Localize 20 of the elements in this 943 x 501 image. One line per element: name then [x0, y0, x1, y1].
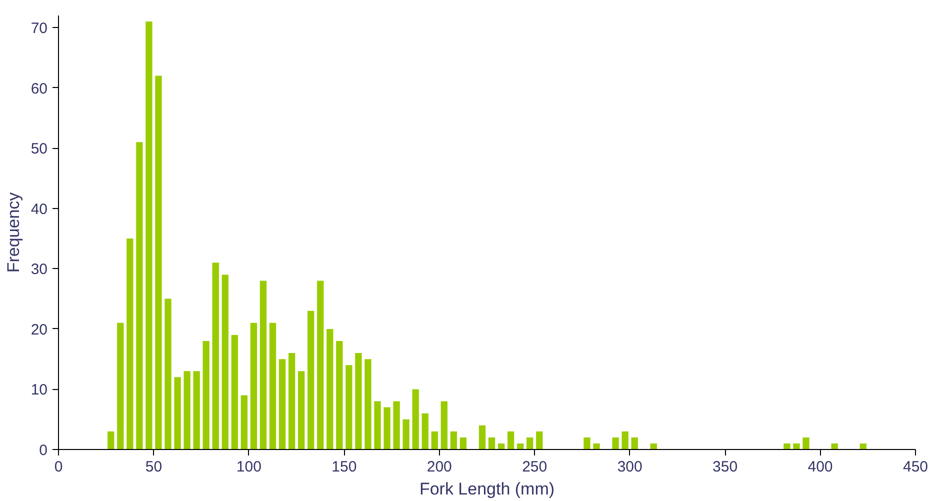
y-tick-label: 70 — [30, 20, 48, 38]
x-tick-label: 300 — [617, 458, 642, 476]
x-tick-label: 250 — [522, 458, 548, 476]
y-tick-label: 0 — [39, 442, 48, 459]
y-tick-label: 40 — [30, 200, 48, 218]
x-tick-label: 150 — [332, 458, 357, 476]
x-tick-label: 50 — [145, 458, 162, 476]
x-tick-label: 450 — [902, 458, 928, 476]
x-tick-label: 350 — [712, 458, 738, 476]
x-axis-title: Fork Length (mm) — [419, 480, 555, 498]
y-axis-title: Frequency — [4, 192, 23, 273]
y-tick-label: 50 — [30, 140, 48, 158]
y-tick-label: 60 — [30, 80, 48, 98]
x-tick-label: 100 — [236, 458, 262, 476]
y-tick-label: 10 — [30, 382, 48, 399]
y-tick-label: 30 — [30, 261, 48, 278]
x-tick-label: 0 — [54, 458, 63, 476]
y-tick-label: 20 — [30, 321, 48, 338]
x-tick-label: 400 — [808, 458, 833, 476]
x-tick-label: 200 — [426, 458, 452, 476]
